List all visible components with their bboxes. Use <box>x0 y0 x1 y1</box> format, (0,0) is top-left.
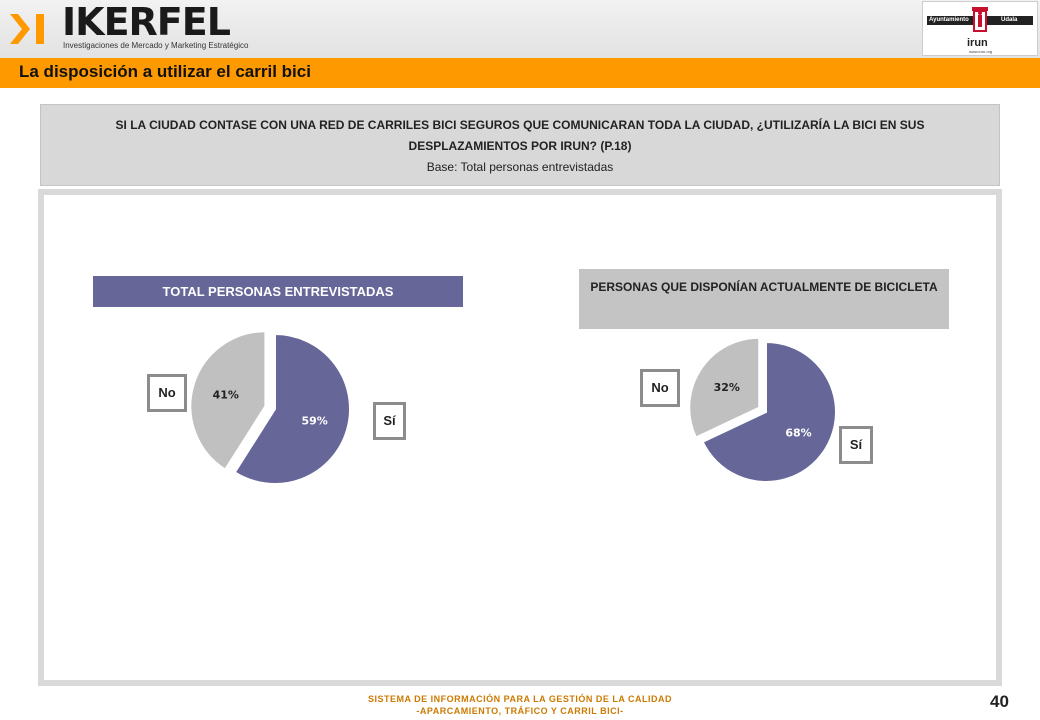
org-logo-left-text: Ayuntamiento <box>929 17 969 23</box>
page-title: La disposición a utilizar el carril bici <box>19 62 311 81</box>
question-text: SI LA CIUDAD CONTASE CON UNA RED DE CARR… <box>115 118 925 153</box>
org-logo-url: www.irun.org <box>969 49 993 54</box>
chart-1-data-label-no: 41% <box>213 389 239 402</box>
page-number: 40 <box>990 692 1009 711</box>
chart-2-title: PERSONAS QUE DISPONÍAN ACTUALMENTE DE BI… <box>579 269 949 329</box>
chart-1-slice-no <box>189 330 267 471</box>
org-logo-name: irun <box>967 37 988 49</box>
brand-tagline: Investigaciones de Mercado y Marketing E… <box>63 41 249 50</box>
chart-1-callout-si: Sí <box>373 402 406 440</box>
footer-line-1: SISTEMA DE INFORMACIÓN PARA LA GESTIÓN D… <box>368 694 672 704</box>
org-logo-right-text: Udala <box>1001 17 1018 23</box>
title-bar: La disposición a utilizar el carril bici <box>0 58 1040 88</box>
chart-1-title: TOTAL PERSONAS ENTREVISTADAS <box>93 276 463 307</box>
chart-1-callout-no: No <box>147 374 187 412</box>
chart-1-slice-si <box>233 332 351 485</box>
chart-2-slice-si <box>701 340 837 483</box>
footer-text: SISTEMA DE INFORMACIÓN PARA LA GESTIÓN D… <box>320 693 720 717</box>
irun-crest-icon <box>972 7 988 32</box>
top-banner: IKERFEL Investigaciones de Mercado y Mar… <box>0 0 1040 58</box>
footer-line-2: -APARCAMIENTO, TRÁFICO Y CARRIL BICI- <box>416 706 624 716</box>
chart-2-data-label-no: 32% <box>714 381 740 394</box>
chart-2-callout-no: No <box>640 369 680 407</box>
question-box: SI LA CIUDAD CONTASE CON UNA RED DE CARR… <box>40 104 1000 186</box>
chart-1-data-label-si: 59% <box>301 415 327 428</box>
brand-name: IKERFEL <box>62 0 231 44</box>
chart-2-data-label-si: 68% <box>785 427 811 440</box>
ikerfel-logo-icon <box>10 14 44 44</box>
base-text: Base: Total personas entrevistadas <box>426 160 614 174</box>
chart-2-callout-si: Sí <box>839 426 873 464</box>
irun-logo: Ayuntamiento Udala irun www.irun.org <box>922 1 1038 56</box>
chart-2-slice-no <box>688 336 761 439</box>
